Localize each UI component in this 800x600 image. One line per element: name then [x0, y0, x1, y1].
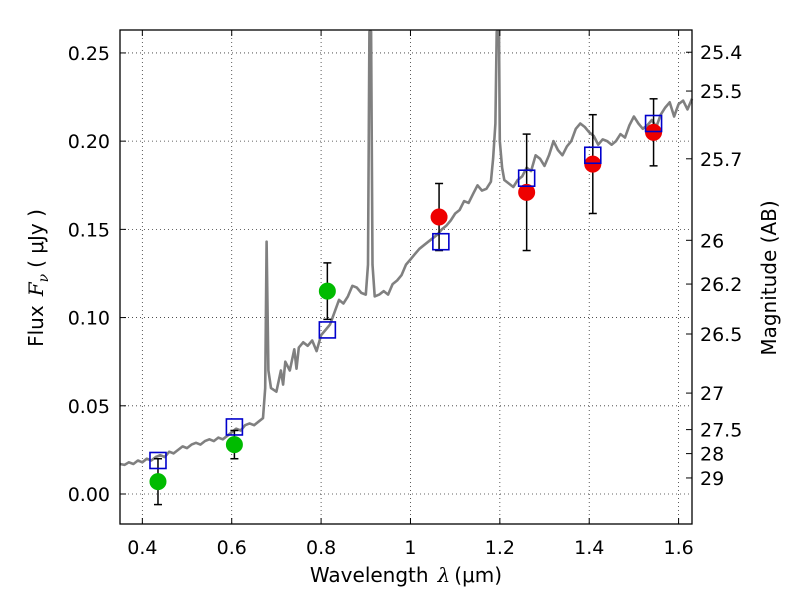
magnitude-tick-label: 25.4: [700, 42, 742, 64]
model-point-layer: [149, 114, 663, 470]
y-axis-label: FluxFν( μJy ): [24, 209, 52, 347]
green-data-point: [225, 436, 243, 454]
magnitude-tick-label: 27: [700, 383, 724, 405]
y-tick-labels: 0.00 0.05 0.10 0.15 0.20 0.25: [68, 43, 110, 506]
x-tick-label: 0.4: [127, 537, 157, 559]
model-square-marker: [149, 451, 167, 470]
y-tick-label: 0.25: [68, 43, 110, 65]
model-square-marker: [318, 321, 337, 339]
x-tick-label: 1.2: [485, 537, 515, 559]
y-tick-label: 0.15: [68, 219, 110, 241]
sed-curve-line: [119, 30, 694, 467]
model-square-marker: [432, 232, 450, 251]
sed-curve-layer: [119, 30, 694, 467]
magnitude-tick-label: 27.5: [700, 420, 742, 442]
green-data-point: [318, 282, 336, 300]
green-data-point: [149, 473, 167, 491]
y-tick-label: 0.00: [68, 484, 110, 506]
magnitude-tick-label: 25.7: [700, 149, 742, 171]
model-square-marker: [517, 169, 536, 187]
red-data-point: [645, 123, 663, 141]
model-square-marker: [644, 114, 663, 133]
model-square-marker: [225, 418, 244, 436]
data-point-layer: [149, 123, 663, 491]
y2-axis-label: Magnitude (AB): [757, 200, 781, 355]
model-square-marker: [583, 146, 602, 165]
y-tick-label: 0.10: [68, 308, 110, 330]
x-tick-label: 0.8: [306, 537, 336, 559]
magnitude-tick-label: 28: [700, 444, 724, 466]
tick-marks: [120, 30, 692, 524]
x-axis-label: Wavelength λ (μm): [310, 563, 502, 587]
magnitude-tick-label: 26.2: [700, 274, 742, 296]
x-tick-label: 1.4: [574, 537, 604, 559]
red-data-point: [584, 155, 602, 173]
magnitude-tick-label: 26.5: [700, 324, 742, 346]
plot-frame: [119, 29, 693, 525]
magnitude-tick-label: 25.5: [700, 81, 742, 103]
magnitude-tick-label: 26: [700, 230, 724, 252]
y-tick-label: 0.20: [68, 131, 110, 153]
x-tick-label: 1: [404, 537, 416, 559]
x-tick-label: 0.6: [217, 537, 247, 559]
x-tick-labels: 0.4 0.6 0.8 1 1.2 1.4 1.6: [127, 537, 693, 559]
y-tick-label: 0.05: [68, 396, 110, 418]
x-tick-label: 1.6: [663, 537, 693, 559]
red-data-point: [430, 208, 448, 226]
magnitude-tick-label: 29: [700, 468, 724, 490]
red-data-point: [518, 183, 536, 201]
